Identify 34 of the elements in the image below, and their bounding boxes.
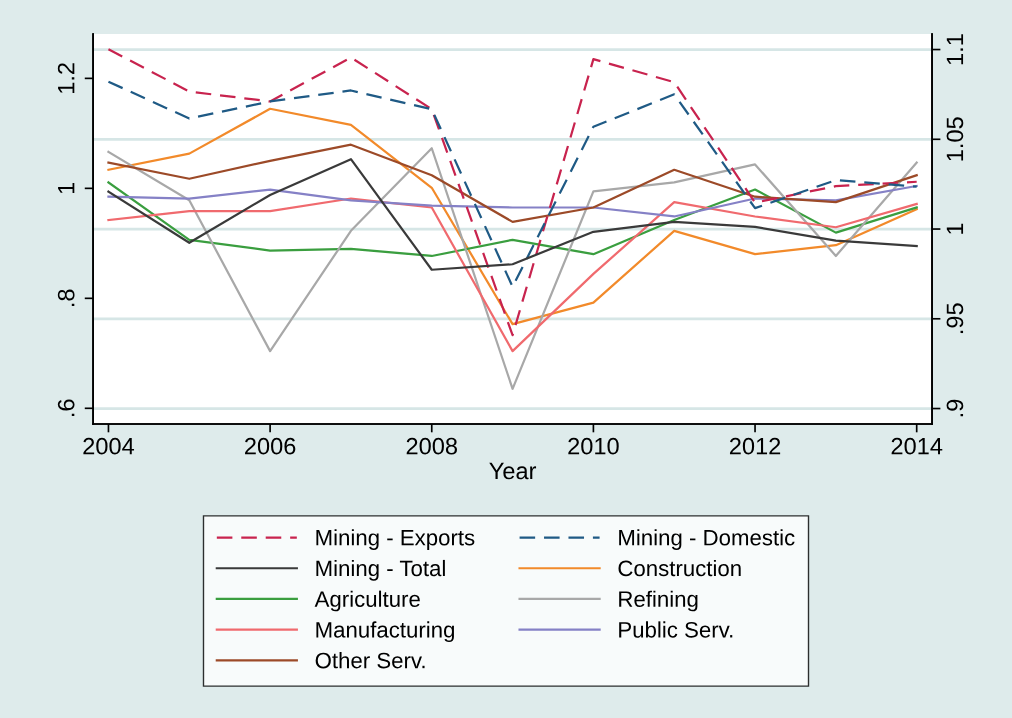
y-tick-label: 1 [58, 182, 75, 194]
x-tick-label: 2004 [83, 437, 135, 455]
line-series [107, 107, 918, 326]
line-series [107, 143, 918, 223]
y-tick-label: 1.2 [57, 63, 75, 93]
line-series [107, 184, 918, 218]
y2-tick-label: 1.1 [946, 34, 964, 65]
y2-tick-label: 1 [946, 223, 964, 234]
line-series [107, 197, 918, 353]
legend-label: Agriculture [314, 590, 420, 612]
y-tick-label: .6 [57, 399, 75, 416]
x-tick-label: 2006 [245, 437, 296, 455]
y2-tick-label: .95 [946, 303, 964, 334]
x-tick-label: 2010 [568, 437, 619, 455]
line-series [107, 158, 918, 271]
x-tick-label: 2012 [729, 437, 781, 455]
x-tick-label: 2014 [891, 437, 943, 455]
y2-tick-label: .9 [946, 399, 964, 417]
legend-label: Refining [619, 590, 698, 612]
legend-label: Public Serv. [619, 621, 733, 638]
x-axis-title: Year [489, 462, 537, 480]
legend-label: Mining - Total [316, 559, 445, 581]
y2-tick-label: 1.05 [946, 117, 964, 161]
line-series [107, 80, 918, 288]
legend-label: Mining - Exports [316, 529, 475, 550]
legend-label: Manufacturing [316, 621, 454, 643]
legend-label: Other Serv. [315, 652, 425, 669]
line-series [107, 48, 918, 337]
x-tick-label: 2008 [406, 437, 457, 455]
y-tick-label: .8 [57, 289, 75, 307]
legend-label: Construction [618, 559, 741, 577]
legend-label: Mining - Domestic [619, 529, 795, 550]
line-series [107, 147, 918, 390]
line-series [107, 181, 918, 258]
